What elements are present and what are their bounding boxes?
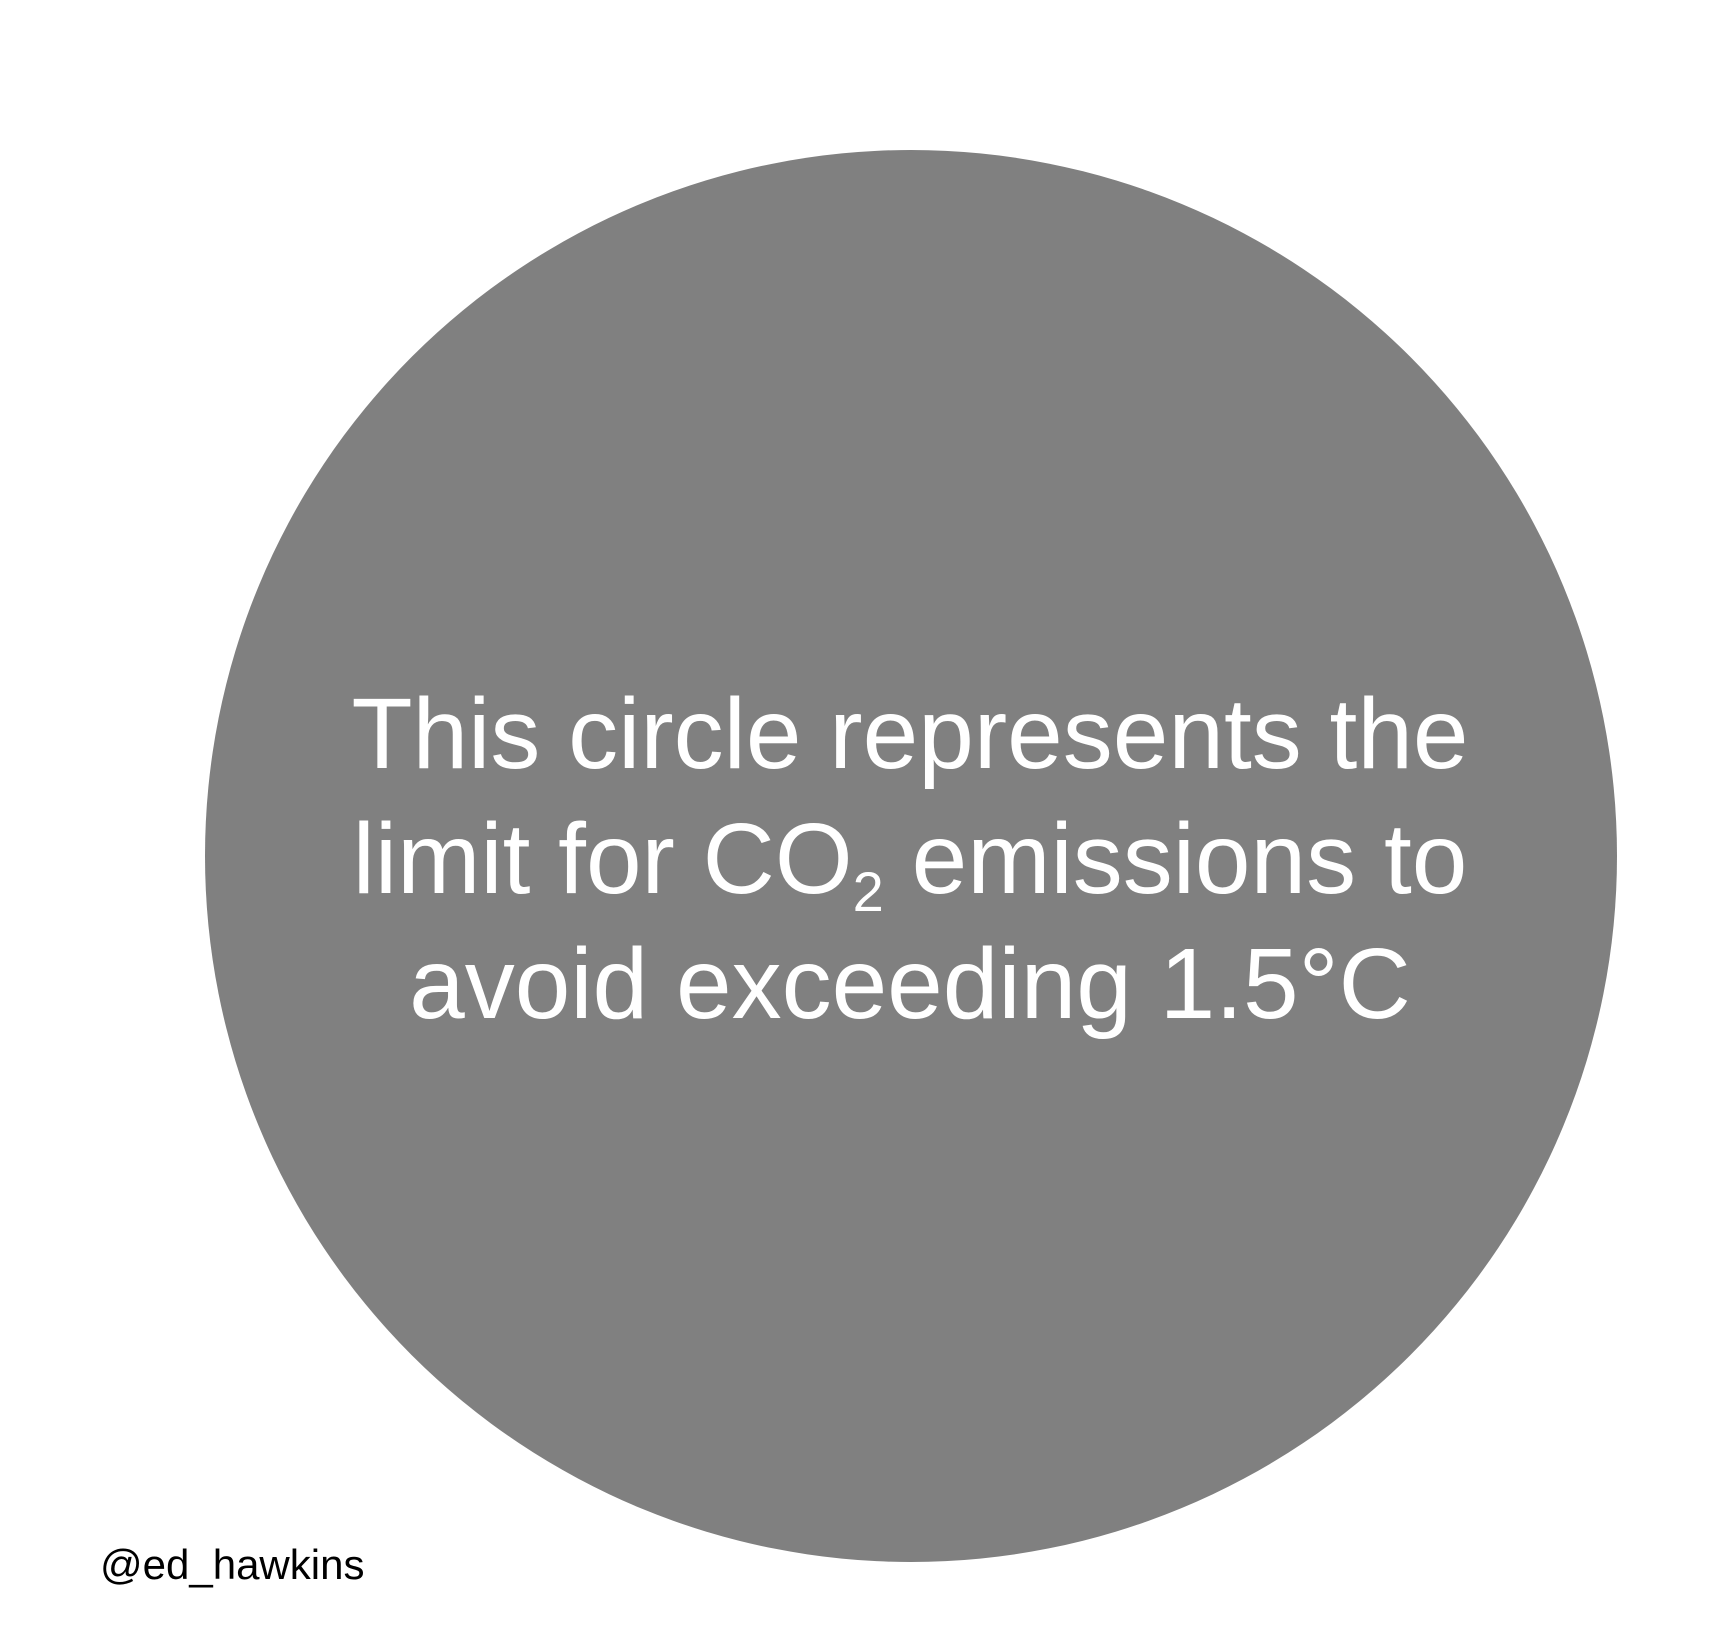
author-handle: @ed_hawkins — [100, 1541, 365, 1588]
caption-line-2-start: limit for CO — [352, 803, 853, 915]
co2-subscript: 2 — [852, 860, 884, 923]
caption-line-3: avoid exceeding 1.5°C — [409, 928, 1411, 1040]
caption-line-2-end: emissions to — [883, 803, 1468, 915]
circle-caption: This circle represents the limit for CO2… — [290, 672, 1530, 1047]
caption-line-2: limit for CO2 emissions to — [290, 797, 1530, 922]
caption-line-1: This circle represents the — [351, 678, 1469, 790]
carbon-budget-circle — [205, 150, 1617, 1562]
